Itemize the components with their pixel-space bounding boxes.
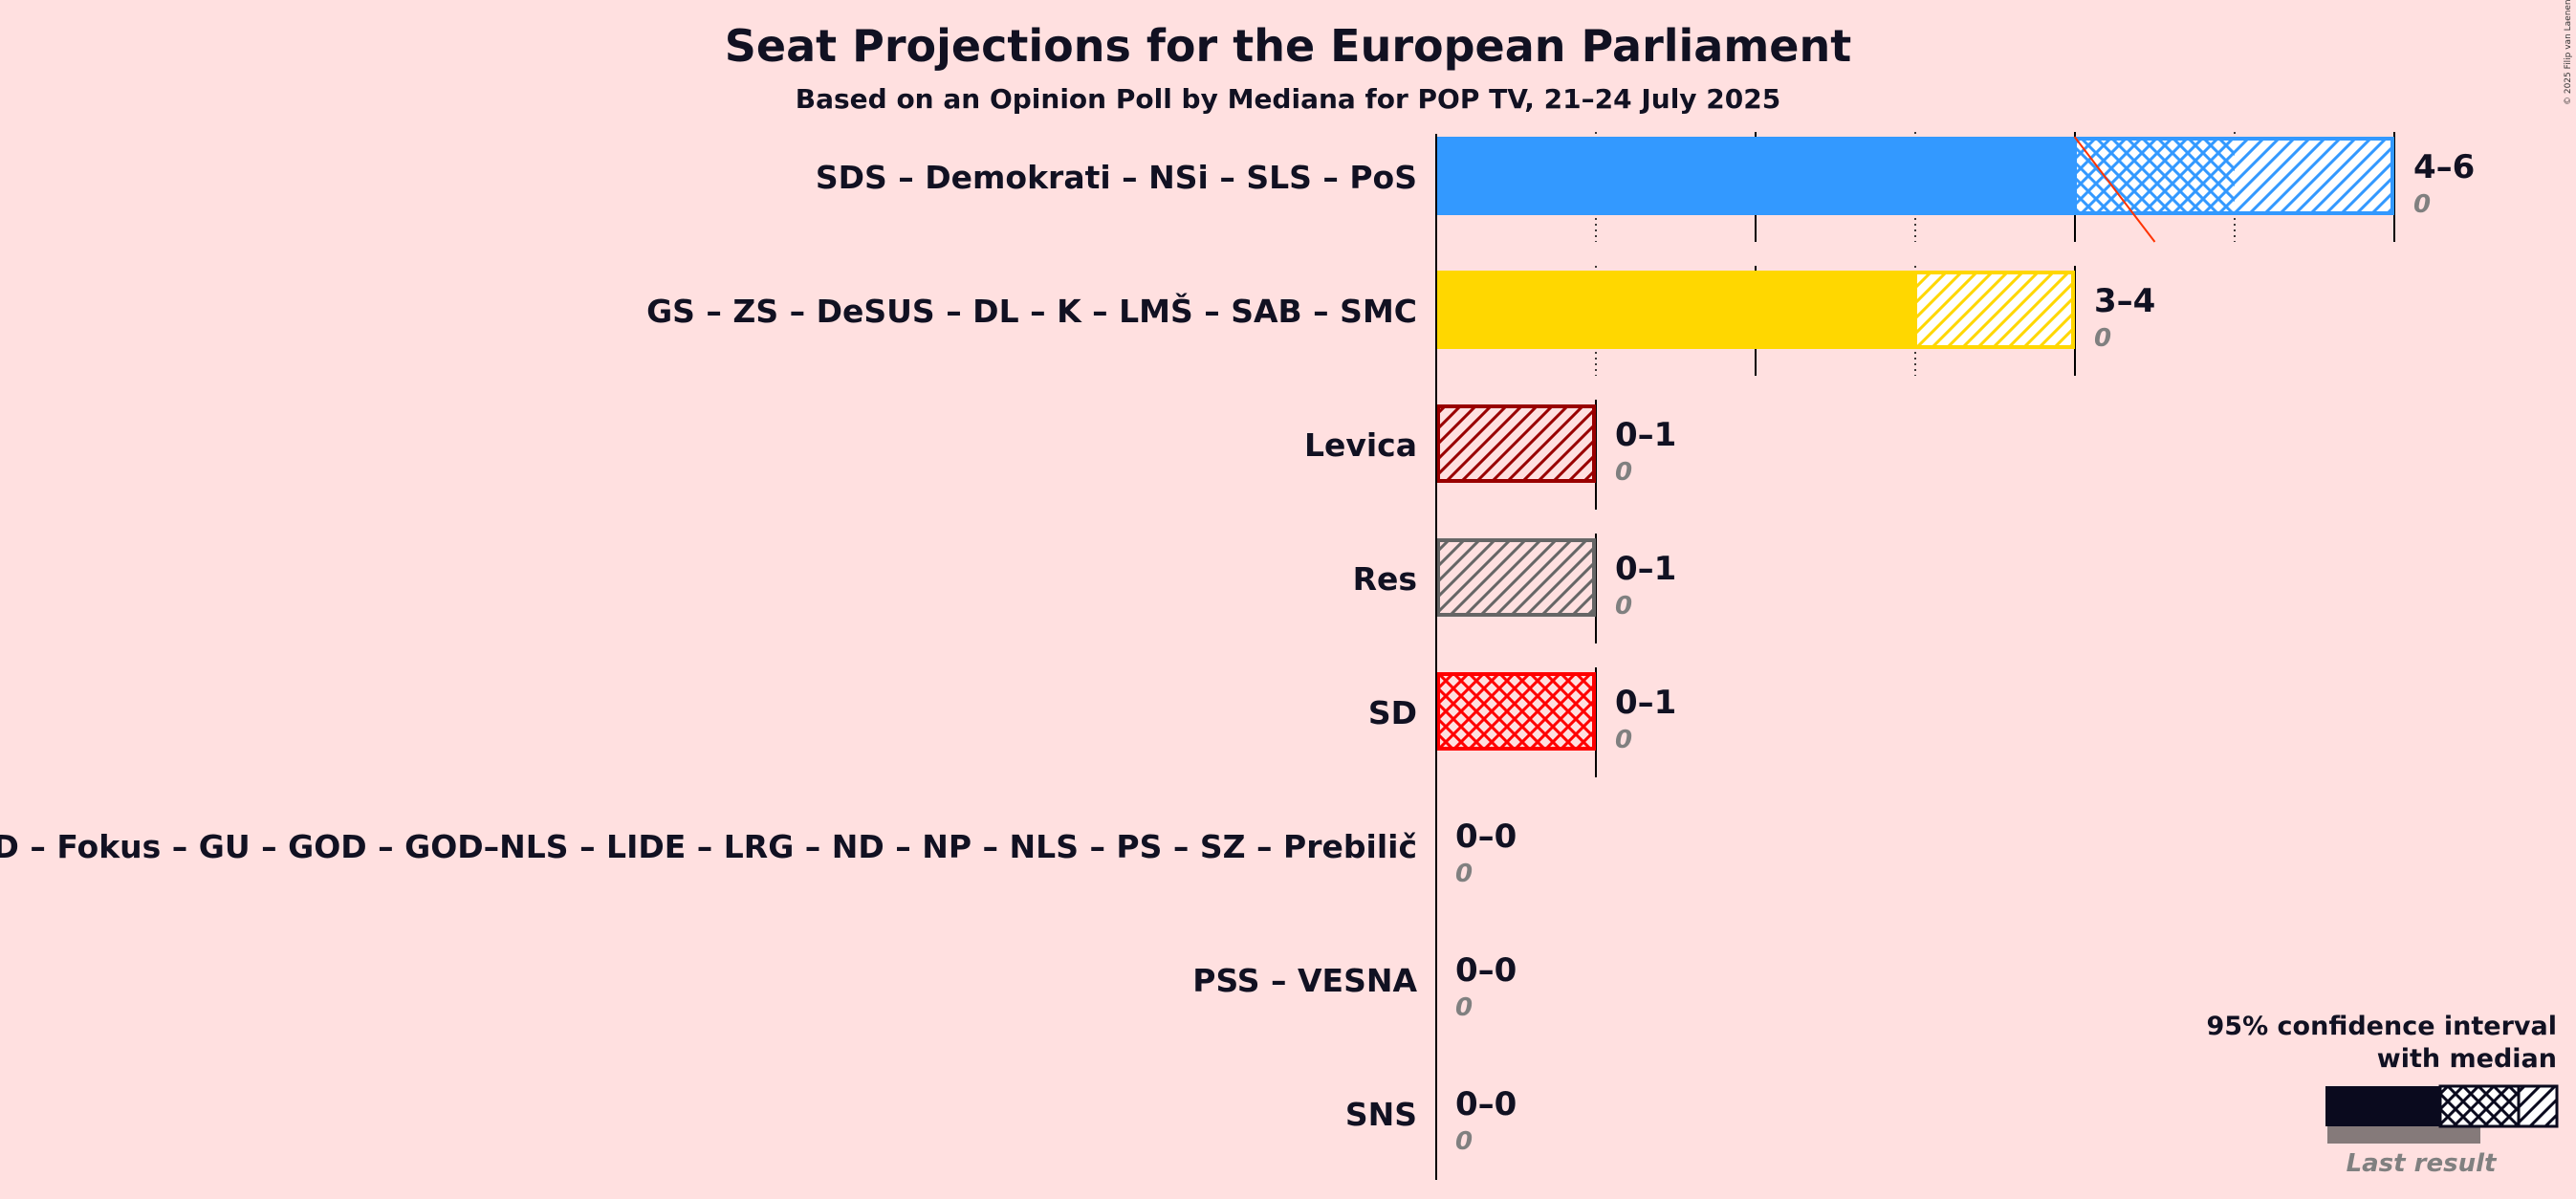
- range-label: 4–6: [2413, 148, 2475, 186]
- bar-ci-median: [2075, 137, 2235, 215]
- range-label: 0–1: [1615, 550, 1676, 588]
- bar-ci-outer: [1436, 404, 1596, 483]
- last-result-label: 0: [1455, 1127, 1473, 1156]
- majority-line: [2073, 136, 2156, 243]
- range-label: 0–0: [1455, 818, 1517, 856]
- party-label: Res: [1353, 560, 1417, 598]
- bars-layer: [1436, 136, 2394, 751]
- copyright-note: © 2025 Filip van Laenen: [2564, 0, 2573, 105]
- legend-solid-swatch: [2325, 1086, 2440, 1126]
- range-label: 0–1: [1615, 416, 1676, 454]
- labels-layer: SDS – Demokrati – NSi – SLS – PoS 4–6 0 GS …: [0, 148, 2475, 1156]
- last-result-label: 0: [2413, 190, 2431, 219]
- bar-solid: [1436, 137, 2075, 215]
- legend-last-result-label: Last result: [2347, 1149, 2498, 1178]
- bar-solid: [1436, 271, 1915, 349]
- bar-ci-outer: [2235, 137, 2394, 215]
- party-label: DD – Fokus – GU – GOD – GOD–NLS – LIDE –…: [0, 828, 1417, 865]
- last-result-label: 0: [1615, 592, 1632, 621]
- bar-outline: [1436, 672, 1596, 751]
- last-result-label: 0: [1615, 726, 1632, 754]
- party-label: SDS – Demokrati – NSi – SLS – PoS: [816, 159, 1417, 196]
- party-label: Levica: [1304, 426, 1417, 464]
- last-result-label: 0: [1455, 860, 1473, 888]
- bar-outline: [1436, 404, 1596, 483]
- last-result-label: 0: [2094, 324, 2111, 353]
- chart-subtitle: Based on an Opinion Poll by Mediana for …: [796, 83, 1780, 115]
- range-label: 0–0: [1455, 951, 1517, 990]
- bar-ci-outer: [1436, 538, 1596, 617]
- range-label: 0–1: [1615, 684, 1676, 722]
- bar-ci-outer: [1915, 271, 2075, 349]
- range-label: 3–4: [2094, 282, 2155, 320]
- chart-title: Seat Projections for the European Parlia…: [725, 20, 1851, 72]
- legend: 95% confidence interval with median Last…: [2207, 1012, 2559, 1178]
- legend-title-line1: 95% confidence interval: [2207, 1012, 2557, 1041]
- party-label: SD: [1368, 694, 1417, 731]
- legend-last-result-bar: [2327, 1126, 2480, 1144]
- legend-hatch-swatch: [2517, 1084, 2559, 1128]
- bar-outline: [1436, 538, 1596, 617]
- last-result-label: 0: [1455, 993, 1473, 1022]
- party-label: GS – ZS – DeSUS – DL – K – LMŠ – SAB – S…: [646, 292, 1417, 330]
- party-label: PSS – VESNA: [1192, 962, 1417, 999]
- bar-outline: [1913, 271, 2075, 349]
- bar-ci-median: [1436, 672, 1596, 751]
- range-label: 0–0: [1455, 1085, 1517, 1123]
- legend-title-line2: with median: [2377, 1044, 2557, 1074]
- legend-crosshatch-swatch: [2438, 1084, 2521, 1128]
- bar-outline: [2073, 137, 2394, 215]
- party-label: SNS: [1345, 1096, 1417, 1133]
- last-result-label: 0: [1615, 458, 1632, 487]
